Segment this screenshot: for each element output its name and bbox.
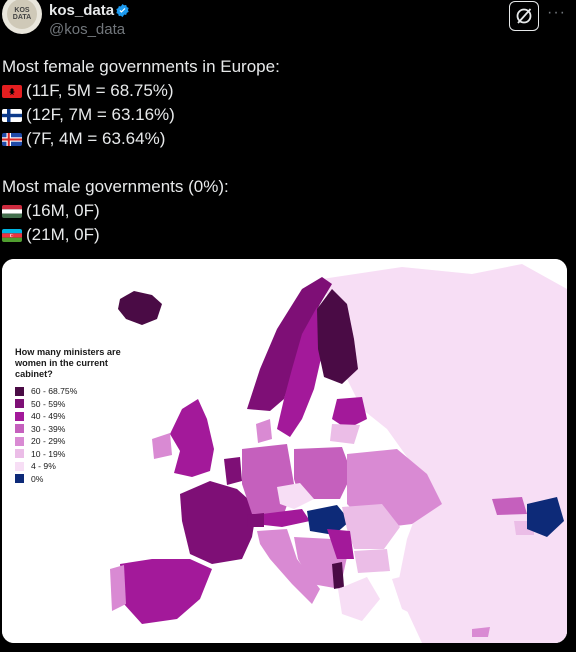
finland-stat: (12F, 7M = 63.16%)	[26, 105, 175, 124]
baltics-region	[332, 397, 367, 429]
tweet-heading-male: Most male governments (0%):	[2, 177, 229, 196]
tweet-image[interactable]: How many ministers are women in the curr…	[2, 259, 567, 643]
legend-swatch	[15, 461, 24, 471]
spain-region	[120, 559, 212, 624]
legend-row-30: 30 - 39%	[15, 423, 145, 436]
verified-badge-icon[interactable]	[115, 3, 130, 23]
tweet-line: (11F, 5M = 68.75%)	[2, 79, 280, 103]
ireland-region	[152, 433, 172, 459]
legend-swatch	[15, 399, 24, 409]
avatar[interactable]: KOS DATA	[2, 0, 42, 34]
czechia-region	[277, 483, 314, 509]
legend-row-40: 40 - 49%	[15, 410, 145, 423]
tweet-line: (21M, 0F)	[2, 223, 280, 247]
legend-swatch	[15, 449, 24, 459]
legend-row-0: 0%	[15, 473, 145, 486]
norway-region	[247, 277, 332, 411]
legend-row-20: 20 - 29%	[15, 435, 145, 448]
legend-row-50: 50 - 59%	[15, 398, 145, 411]
tweet-line: (12F, 7M = 63.16%)	[2, 103, 280, 127]
tweet-line: Most female governments in Europe:	[2, 55, 280, 79]
tweet-line: (7F, 4M = 63.64%)	[2, 127, 280, 151]
tweet-heading-female: Most female governments in Europe:	[2, 57, 280, 76]
iceland-stat: (7F, 4M = 63.64%)	[26, 129, 166, 148]
hungary-stat: (16M, 0F)	[26, 201, 100, 220]
italy-region	[257, 529, 320, 604]
azerbaijan-flag-icon	[2, 228, 22, 242]
serbia-region	[327, 529, 354, 559]
legend-swatch	[15, 424, 24, 434]
switzerland-region	[247, 513, 264, 527]
legend-swatch	[15, 411, 24, 421]
albania-flag-icon	[2, 84, 22, 98]
display-name[interactable]: kos_data	[49, 2, 115, 19]
grok-icon	[516, 8, 532, 24]
legend-label: 0%	[31, 473, 44, 484]
europe-map	[2, 259, 567, 643]
legend-swatch	[15, 474, 24, 484]
denmark-region	[256, 419, 272, 443]
hungary-region	[307, 505, 350, 535]
tweet-line: (16M, 0F)	[2, 199, 280, 223]
legend-swatch	[15, 386, 24, 396]
poland-region	[294, 447, 352, 499]
latvia-region	[330, 424, 360, 444]
france-region	[180, 481, 257, 564]
austria-region	[262, 509, 310, 527]
albania-stat: (11F, 5M = 68.75%)	[26, 81, 174, 100]
iceland-region	[118, 291, 162, 325]
uk-region	[170, 399, 214, 477]
legend-row-60: 60 - 68.75%	[15, 385, 145, 398]
legend-label: 10 - 19%	[31, 448, 66, 459]
legend-label: 30 - 39%	[31, 423, 66, 434]
more-options-button[interactable]: ···	[547, 4, 566, 21]
legend-label: 20 - 29%	[31, 436, 66, 447]
bulgaria-region	[354, 549, 390, 573]
cyprus-region	[472, 627, 490, 637]
finland-region	[317, 289, 358, 384]
romania-region	[342, 504, 400, 549]
avatar-logo: KOS DATA	[7, 0, 37, 29]
grok-button[interactable]	[509, 1, 539, 31]
hungary-flag-icon	[2, 204, 22, 218]
legend-row-4: 4 - 9%	[15, 460, 145, 473]
tweet-text: Most female governments in Europe: (11F,…	[2, 55, 280, 247]
legend-row-10: 10 - 19%	[15, 448, 145, 461]
legend-label: 60 - 68.75%	[31, 386, 78, 397]
portugal-region	[110, 565, 126, 611]
legend-label: 40 - 49%	[31, 411, 66, 422]
georgia-region	[492, 497, 527, 515]
legend-label: 4 - 9%	[31, 461, 56, 472]
greece-region	[338, 577, 380, 621]
albania-region	[332, 562, 344, 589]
tweet-line: Most male governments (0%):	[2, 175, 280, 199]
finland-flag-icon	[2, 108, 22, 122]
iceland-flag-icon	[2, 132, 22, 146]
benelux-region	[224, 457, 242, 485]
legend-swatch	[15, 436, 24, 446]
russia-region	[322, 264, 567, 643]
legend-title: How many ministers are women in the curr…	[15, 347, 121, 379]
sweden-region	[277, 307, 327, 437]
azerbaijan-region	[527, 497, 564, 537]
azerbaijan-stat: (21M, 0F)	[26, 225, 100, 244]
turkey-region	[392, 559, 562, 624]
map-legend: How many ministers are women in the curr…	[15, 347, 145, 485]
legend-label: 50 - 59%	[31, 398, 66, 409]
user-handle[interactable]: @kos_data	[49, 21, 126, 38]
